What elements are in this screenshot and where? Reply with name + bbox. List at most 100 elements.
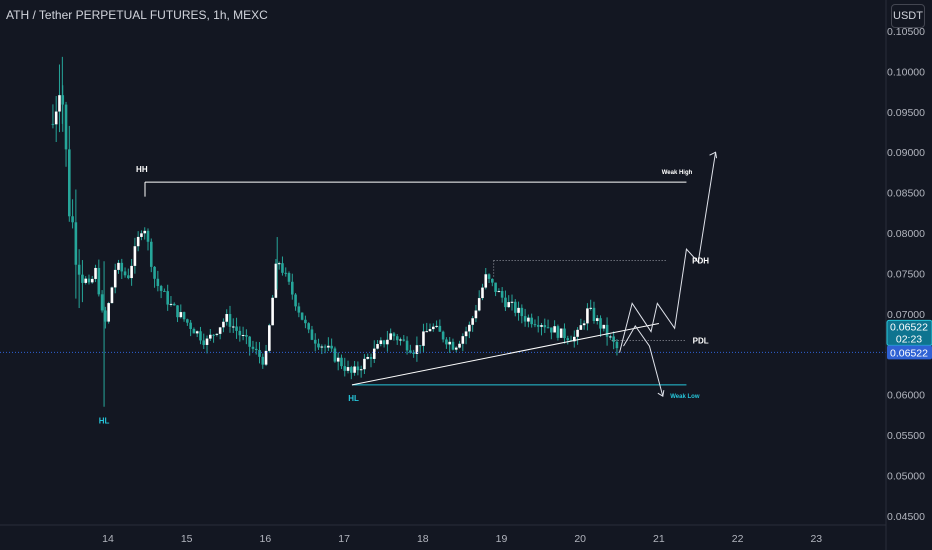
- x-tick-label: 17: [338, 533, 350, 545]
- candle-body: [120, 262, 124, 272]
- candle-body: [556, 326, 560, 338]
- candle-body: [140, 233, 143, 237]
- candle-body: [510, 301, 514, 303]
- candle-body: [468, 324, 471, 332]
- candle-body: [448, 341, 451, 345]
- candle-body: [572, 336, 576, 342]
- candle-body: [599, 318, 602, 329]
- candle-body: [287, 273, 291, 282]
- candle-body: [520, 307, 524, 317]
- candle-body: [90, 278, 94, 283]
- candle-body: [576, 329, 579, 337]
- candle-body: [471, 318, 474, 325]
- candle-body: [277, 263, 281, 265]
- candle-body: [589, 307, 592, 309]
- countdown-label: 02:23: [896, 333, 922, 345]
- candle-body: [359, 369, 363, 371]
- candle-body: [550, 327, 553, 333]
- weak-low-label: Weak Low: [670, 394, 700, 400]
- candle-body: [297, 306, 301, 313]
- candle-body: [225, 314, 229, 322]
- candle-body: [307, 323, 310, 330]
- candle-body: [51, 123, 55, 125]
- candle-body: [182, 312, 186, 320]
- candle-body: [530, 317, 533, 325]
- chart-drawings: HH HL HL Weak High Weak Low PDH PDL: [0, 151, 886, 426]
- candle-body: [153, 266, 156, 279]
- candle-body: [464, 331, 468, 337]
- candle-body: [605, 324, 609, 337]
- candle-body: [268, 325, 271, 351]
- currency-button[interactable]: USDT: [891, 4, 925, 28]
- candle-body: [235, 326, 238, 331]
- candle-body: [68, 149, 71, 217]
- candle-body: [392, 333, 396, 337]
- candle-body: [405, 340, 409, 351]
- candle-body: [602, 324, 606, 329]
- candle-body: [251, 346, 255, 349]
- y-tick-label: 0.07000: [887, 309, 925, 321]
- candle-body: [172, 303, 176, 306]
- candle-body: [543, 325, 547, 328]
- chart-title: ATH / Tether PERPETUAL FUTURES, 1h, MEXC: [6, 8, 268, 22]
- candle-body: [559, 328, 563, 338]
- hl-label-left: HL: [99, 417, 110, 426]
- candle-body: [310, 329, 314, 340]
- candle-body: [143, 230, 147, 234]
- candle-body: [566, 338, 570, 341]
- candle-body: [612, 336, 615, 342]
- candle-body: [77, 264, 81, 275]
- candle-body: [586, 308, 589, 324]
- y-tick-label: 0.05000: [887, 470, 925, 482]
- bullish-projection-path: [619, 152, 717, 353]
- candle-body: [274, 263, 278, 298]
- bearish-arrow-head: [657, 390, 665, 398]
- candle-body: [477, 298, 481, 311]
- candle-body: [372, 348, 376, 359]
- candle-body: [186, 319, 189, 323]
- candle-body: [127, 275, 130, 279]
- x-tick-label: 20: [574, 533, 586, 545]
- candle-body: [563, 328, 566, 339]
- candle-body: [441, 331, 445, 340]
- candle-body: [294, 294, 297, 307]
- candle-body: [386, 339, 389, 345]
- candle-body: [615, 341, 619, 349]
- candle-body: [199, 331, 202, 341]
- candle-body: [340, 357, 343, 367]
- candle-body: [533, 324, 537, 326]
- candle-body: [333, 348, 337, 362]
- candle-body: [474, 310, 478, 319]
- candle-body: [222, 321, 225, 328]
- candle-body: [176, 305, 179, 318]
- x-tick-label: 21: [653, 533, 665, 545]
- candle-body: [507, 302, 511, 308]
- candle-body: [376, 344, 379, 349]
- candle-body: [195, 331, 199, 334]
- candle-body: [136, 236, 140, 247]
- candle-body: [395, 336, 399, 341]
- candlestick-series: [51, 56, 619, 407]
- candle-body: [609, 336, 612, 338]
- candle-body: [402, 339, 406, 341]
- candle-body: [117, 262, 120, 270]
- candle-body: [271, 297, 274, 326]
- candle-body: [261, 356, 265, 365]
- candle-body: [113, 269, 117, 288]
- candle-body: [245, 335, 248, 337]
- candle-body: [491, 278, 494, 283]
- candle-body: [58, 95, 61, 112]
- candle-body: [202, 340, 206, 345]
- candle-body: [254, 348, 258, 351]
- candle-body: [327, 345, 330, 348]
- y-tick-label: 0.06000: [887, 390, 925, 402]
- candle-body: [74, 222, 78, 265]
- y-tick-label: 0.08500: [887, 188, 925, 200]
- x-tick-label: 14: [102, 533, 114, 545]
- candle-body: [517, 307, 520, 313]
- candle-body: [346, 367, 350, 371]
- bearish-projection-path: [623, 324, 664, 397]
- candle-body: [343, 366, 347, 371]
- candle-body: [513, 301, 517, 313]
